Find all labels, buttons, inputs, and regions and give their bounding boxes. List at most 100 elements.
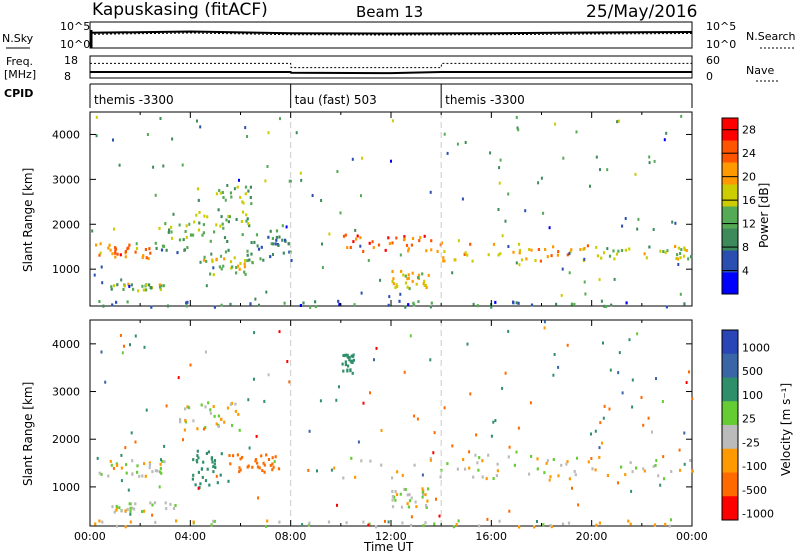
scatter-cell <box>548 478 551 482</box>
echo-cell <box>347 356 350 359</box>
scatter-cell <box>560 293 563 297</box>
echo-cell <box>515 301 518 305</box>
echo-cell <box>164 222 167 226</box>
echo-cell <box>192 458 195 462</box>
scatter-cell <box>577 503 580 507</box>
echo-cell <box>620 249 624 252</box>
echo-cell <box>415 505 418 509</box>
echo-cell <box>528 248 531 251</box>
echo-cell <box>414 500 417 504</box>
echo-cell <box>455 523 458 527</box>
echo-cell <box>129 520 132 524</box>
echo-cell <box>220 215 223 219</box>
echo-cell <box>102 304 105 308</box>
echo-cell <box>427 273 430 277</box>
x-axis-label: Time UT <box>363 540 414 554</box>
echo-cell <box>249 302 252 306</box>
echo-cell <box>114 255 117 259</box>
echo-cell <box>207 401 210 405</box>
echo-cell <box>530 248 533 252</box>
echo-cell <box>652 464 655 468</box>
scatter-cell <box>517 426 520 430</box>
echo-cell <box>245 219 248 223</box>
echo-cell <box>221 222 224 226</box>
velocity-colorbar-tick-label: -500 <box>742 484 767 497</box>
echo-cell <box>227 214 230 218</box>
scatter-cell <box>255 434 258 438</box>
scatter-cell <box>651 430 653 434</box>
echo-cell <box>347 364 350 368</box>
echo-cell <box>184 230 187 233</box>
echo-cell <box>391 280 394 283</box>
scatter-cell <box>189 363 192 367</box>
echo-cell <box>131 459 134 463</box>
echo-cell <box>598 521 601 525</box>
echo-cell <box>196 454 199 458</box>
scatter-cell <box>562 156 565 160</box>
echo-cell <box>423 283 426 287</box>
echo-cell <box>269 463 272 467</box>
echo-cell <box>499 252 502 256</box>
echo-cell <box>212 405 215 408</box>
echo-cell <box>274 242 277 246</box>
echo-cell <box>184 419 187 422</box>
echo-cell <box>570 248 573 252</box>
scatter-cell <box>215 474 218 478</box>
power-colorbar-swatch <box>722 206 738 229</box>
echo-cell <box>137 289 140 293</box>
echo-cell <box>566 253 569 257</box>
echo-cell <box>225 218 228 222</box>
scatter-cell <box>242 201 245 205</box>
scatter-cell <box>399 292 402 296</box>
scatter-cell <box>233 187 236 191</box>
echo-cell <box>217 208 220 212</box>
echo-cell <box>411 279 414 283</box>
scatter-cell <box>154 193 157 197</box>
scatter-cell <box>497 208 500 211</box>
echo-cell <box>512 300 515 304</box>
echo-cell <box>404 274 407 278</box>
echo-cell <box>341 362 344 366</box>
scatter-cell <box>360 291 363 295</box>
power-colorbar-swatch <box>722 162 738 185</box>
scatter-cell <box>143 345 146 349</box>
echo-cell <box>683 246 686 250</box>
echo-cell <box>287 242 290 246</box>
echo-cell <box>399 492 402 496</box>
echo-cell <box>243 270 246 274</box>
echo-cell <box>648 245 651 249</box>
echo-cell <box>560 463 563 467</box>
echo-cell <box>372 246 375 249</box>
echo-cell <box>258 466 261 470</box>
scatter-cell <box>507 192 510 196</box>
scatter-cell <box>321 242 323 246</box>
scatter-cell <box>338 385 340 389</box>
echo-cell <box>233 256 236 260</box>
echo-cell <box>360 459 363 463</box>
echo-cell <box>241 210 245 214</box>
echo-cell <box>550 525 553 529</box>
scatter-cell <box>254 297 257 301</box>
scatter-cell <box>515 115 518 119</box>
echo-cell <box>178 223 181 227</box>
echo-cell <box>549 475 552 479</box>
echo-cell <box>209 272 212 276</box>
echo-cell <box>194 483 197 487</box>
echo-cell <box>130 283 133 287</box>
echo-cell <box>209 239 212 243</box>
power-colorbar-tick-label: 24 <box>742 147 756 160</box>
echo-cell <box>217 414 220 418</box>
echo-cell <box>262 258 265 262</box>
scatter-cell <box>165 404 168 408</box>
echo-cell <box>241 455 244 459</box>
scatter-cell <box>273 460 276 464</box>
echo-cell <box>406 493 409 497</box>
scatter-cell <box>494 419 497 422</box>
scatter-cell <box>492 420 495 424</box>
scatter-cell <box>360 194 362 198</box>
velocity-colorbar-tick-label: -100 <box>742 460 767 473</box>
scatter-cell <box>429 305 432 309</box>
scatter-cell <box>674 221 677 225</box>
echo-cell <box>469 242 472 246</box>
scatter-cell <box>121 351 124 355</box>
